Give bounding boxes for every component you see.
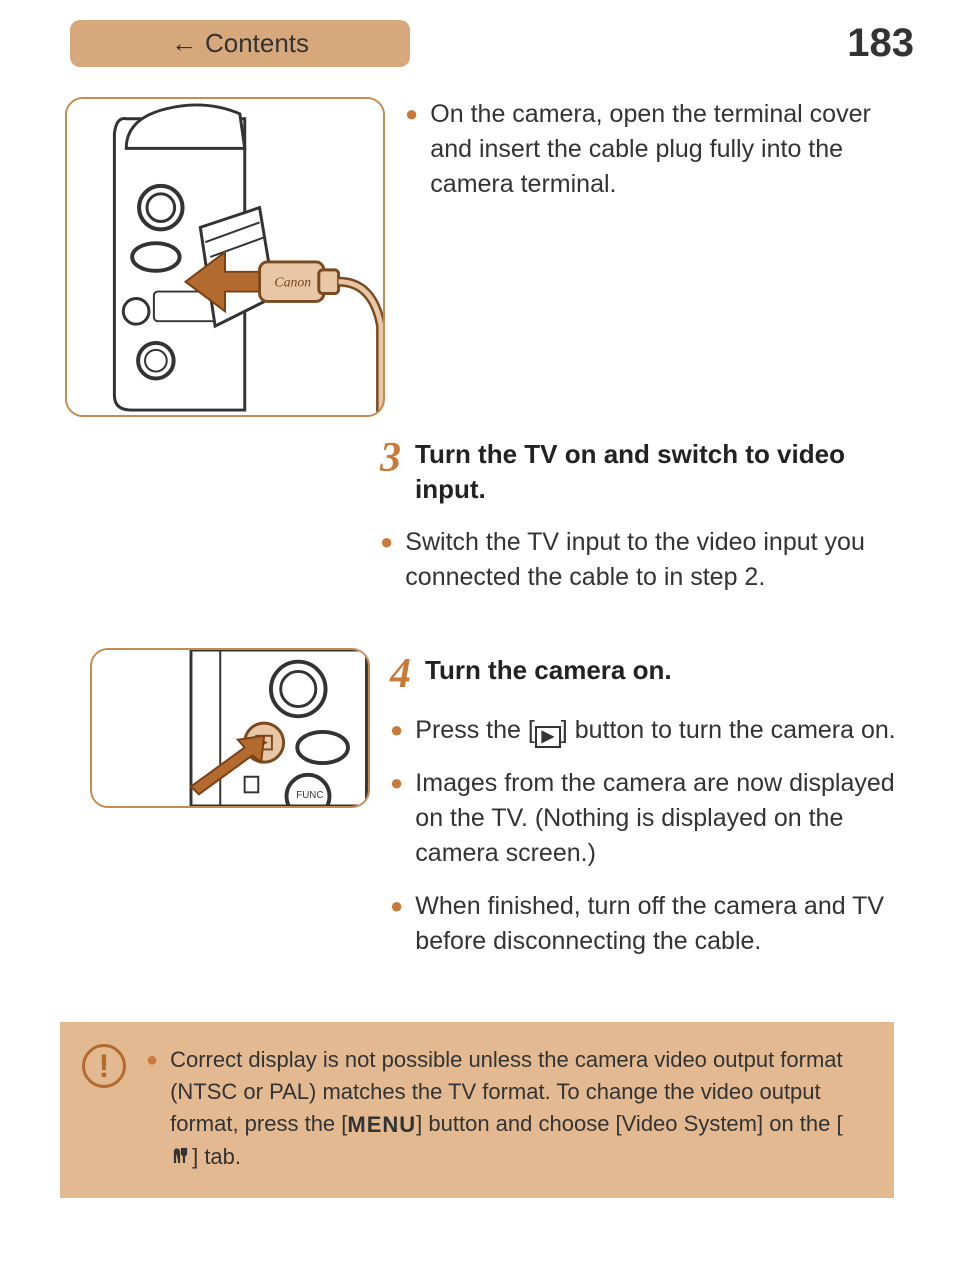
step-title: Turn the TV on and switch to video input…: [415, 437, 914, 507]
bullet-dot-icon: ●: [390, 766, 403, 871]
note-text-content: Correct display is not possible unless t…: [170, 1044, 864, 1176]
bullet-dot-icon: ●: [405, 97, 418, 202]
contents-label: Contents: [205, 28, 309, 59]
tools-tab-icon: [170, 1144, 192, 1176]
bullet-dot-icon: ●: [146, 1044, 158, 1176]
instruction-text: Switch the TV input to the video input y…: [405, 525, 914, 595]
menu-icon: MENU: [347, 1112, 416, 1137]
bullet-dot-icon: ●: [390, 889, 403, 959]
figure-camera-playback: FUNC: [90, 648, 370, 808]
figure-camera-terminal: Canon: [65, 97, 385, 417]
svg-text:FUNC: FUNC: [296, 790, 323, 801]
contents-button[interactable]: ← Contents: [70, 20, 410, 67]
instruction-bullet: ● Switch the TV input to the video input…: [380, 525, 914, 595]
note-bullet: ● Correct display is not possible unless…: [146, 1044, 864, 1176]
step-number: 4: [390, 653, 411, 695]
exclamation-icon: !: [82, 1044, 126, 1088]
step-title: Turn the camera on.: [425, 653, 672, 688]
page-number: 183: [847, 21, 914, 66]
instruction-text: On the camera, open the terminal cover a…: [430, 97, 914, 202]
step-4-heading: 4 Turn the camera on.: [390, 653, 914, 695]
instruction-text: When finished, turn off the camera and T…: [415, 889, 914, 959]
step-3-heading: 3 Turn the TV on and switch to video inp…: [380, 437, 914, 507]
instruction-bullet: ● On the camera, open the terminal cover…: [405, 97, 914, 202]
bullet-dot-icon: ●: [390, 713, 403, 748]
instruction-bullet: ● When finished, turn off the camera and…: [390, 889, 914, 959]
instruction-text: Images from the camera are now displayed…: [415, 766, 914, 871]
svg-text:Canon: Canon: [274, 275, 311, 290]
playback-icon: ▶: [535, 726, 561, 748]
instruction-bullet: ● Images from the camera are now display…: [390, 766, 914, 871]
step-number: 3: [380, 437, 401, 479]
instruction-text: Press the [▶] button to turn the camera …: [415, 713, 895, 748]
instruction-bullet: ● Press the [▶] button to turn the camer…: [390, 713, 914, 748]
back-arrow-icon: ←: [171, 28, 197, 59]
bullet-dot-icon: ●: [380, 525, 393, 595]
important-note: ! ● Correct display is not possible unle…: [60, 1022, 894, 1198]
camera-terminal-illustration: Canon: [67, 99, 383, 415]
camera-playback-illustration: FUNC: [92, 650, 368, 806]
